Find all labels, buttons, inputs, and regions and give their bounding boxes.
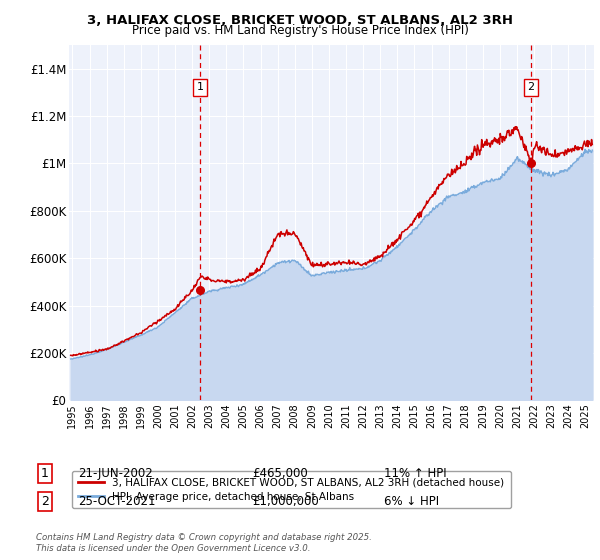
Text: £1,000,000: £1,000,000 [252,494,319,508]
Text: 3, HALIFAX CLOSE, BRICKET WOOD, ST ALBANS, AL2 3RH: 3, HALIFAX CLOSE, BRICKET WOOD, ST ALBAN… [87,14,513,27]
Text: 6% ↓ HPI: 6% ↓ HPI [384,494,439,508]
Text: 25-OCT-2021: 25-OCT-2021 [78,494,155,508]
Text: Contains HM Land Registry data © Crown copyright and database right 2025.
This d: Contains HM Land Registry data © Crown c… [36,533,372,553]
Text: £465,000: £465,000 [252,466,308,480]
Text: 11% ↑ HPI: 11% ↑ HPI [384,466,446,480]
Text: 2: 2 [527,82,535,92]
Text: 21-JUN-2002: 21-JUN-2002 [78,466,153,480]
Text: 1: 1 [197,82,203,92]
Text: Price paid vs. HM Land Registry's House Price Index (HPI): Price paid vs. HM Land Registry's House … [131,24,469,37]
Text: 2: 2 [41,494,49,508]
Legend: 3, HALIFAX CLOSE, BRICKET WOOD, ST ALBANS, AL2 3RH (detached house), HPI: Averag: 3, HALIFAX CLOSE, BRICKET WOOD, ST ALBAN… [71,472,511,508]
Text: 1: 1 [41,466,49,480]
